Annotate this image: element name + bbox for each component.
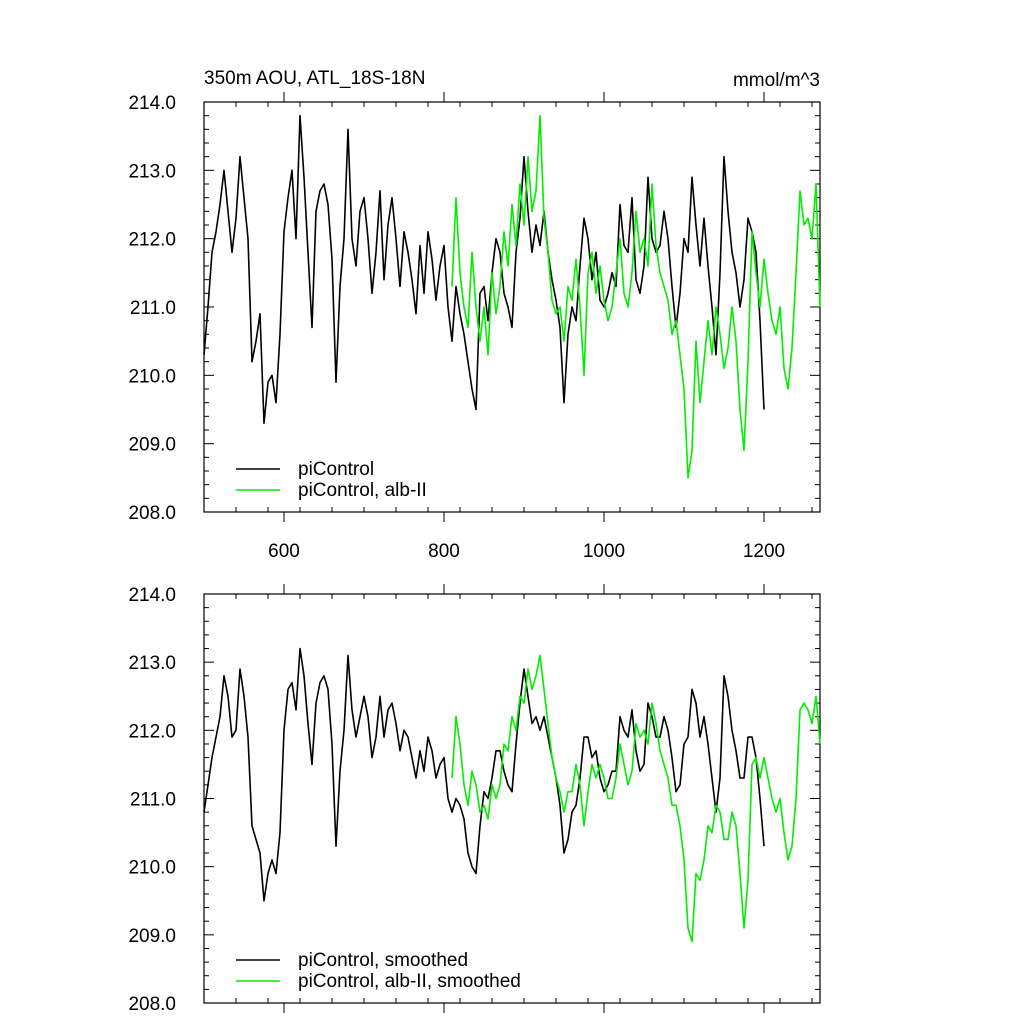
units-label: mmol/m^3	[733, 70, 820, 91]
y-tick-label: 209.0	[128, 435, 176, 456]
plot-frame	[203, 101, 821, 513]
y-tick-label: 210.0	[128, 366, 176, 387]
series-line-picontrol-alb-ii	[451, 654, 821, 943]
series-line-picontrol	[203, 114, 765, 425]
series-line-picontrol-alb-ii	[451, 114, 821, 479]
x-tick-label: 800	[428, 541, 460, 562]
y-tick-label: 208.0	[128, 503, 176, 524]
series-line-picontrol	[203, 647, 765, 902]
x-tick-label: 600	[268, 541, 300, 562]
y-tick-label: 210.0	[128, 858, 176, 879]
legend-label: piControl, smoothed	[298, 950, 468, 971]
y-tick-label: 212.0	[128, 721, 176, 742]
top-panel: 214.0 213.0 212.0 211.0 210.0 209.0 208.0 600 80…	[128, 92, 821, 562]
bottom-panel: 214.0 213.0 212.0 211.0 210.0 209.0 208.0 piCon…	[128, 584, 821, 1015]
y-tick-label: 211.0	[130, 298, 176, 319]
legend-label: piControl, alb-II	[298, 480, 427, 501]
y-tick-label: 213.0	[128, 161, 176, 182]
y-tick-label: 208.0	[128, 994, 176, 1015]
y-tick-label: 209.0	[128, 926, 176, 947]
y-tick-label: 214.0	[128, 93, 176, 114]
chart-title: 350m AOU, ATL_18S-18N	[204, 68, 425, 89]
legend-label: piControl, alb-II, smoothed	[298, 971, 521, 992]
y-tick-label: 211.0	[130, 790, 176, 811]
x-tick-label: 1000	[583, 541, 625, 562]
y-tick-label: 212.0	[128, 230, 176, 251]
x-tick-label: 1200	[743, 541, 785, 562]
legend-label: piControl	[298, 459, 374, 480]
plot-frame	[203, 593, 821, 1004]
y-tick-label: 213.0	[128, 653, 176, 674]
y-tick-label: 214.0	[128, 585, 176, 606]
